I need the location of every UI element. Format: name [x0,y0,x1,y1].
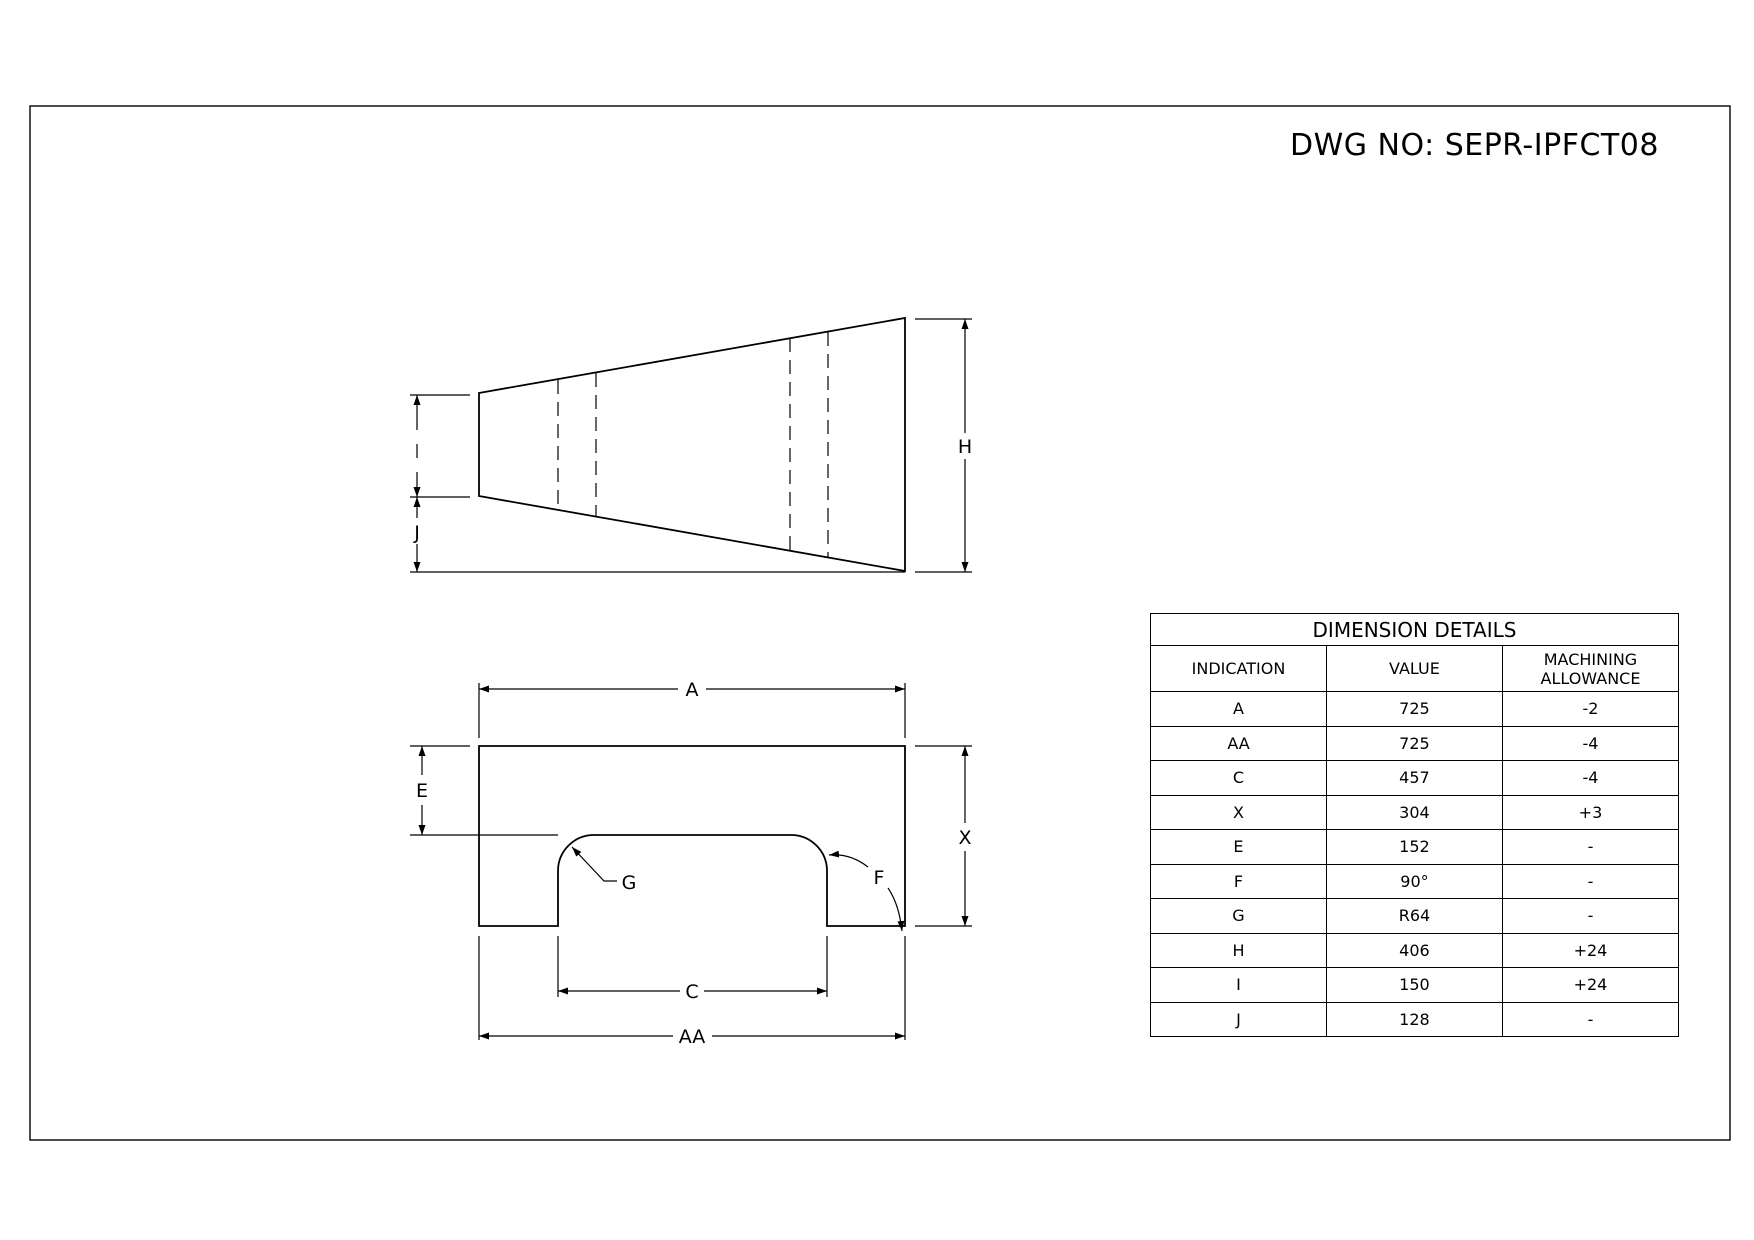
dimension-table: DIMENSION DETAILS INDICATION VALUE MACHI… [1150,613,1680,1037]
cell-indication: G [1150,898,1327,934]
header-allowance-line1: MACHINING [1543,649,1638,669]
cell-allowance: +3 [1501,794,1680,830]
table-row: G R64- [1150,898,1680,934]
label-j: J [413,522,420,544]
table-caption: DIMENSION DETAILS [1150,613,1679,646]
table-row: X 304 +3 [1150,794,1680,830]
label-c: C [685,981,698,1003]
cell-value: 725 [1325,725,1503,761]
front-view [410,683,972,1040]
cell-value: 304 [1325,794,1503,830]
header-indication: INDICATION [1150,645,1327,692]
cell-allowance: - [1501,898,1680,934]
cell-indication: C [1150,760,1327,796]
tapered-body-outline [478,316,906,573]
label-e: E [416,780,428,802]
leader-g [571,846,617,882]
cell-indication: E [1150,829,1327,865]
header-machining-allowance: MACHINING ALLOWANCE [1501,645,1680,692]
table-row: C 457 -4 [1150,760,1680,796]
saddle-outline [478,745,906,927]
table-row: J 128- [1150,1001,1680,1037]
cell-indication: X [1150,794,1327,830]
cell-value: R64 [1325,898,1503,934]
cell-value: 152 [1325,829,1503,865]
cell-allowance: +24 [1501,932,1680,968]
cell-indication: I [1150,967,1327,1003]
cell-value: 406 [1325,932,1503,968]
sheet-border [29,105,1731,1141]
label-aa: AA [679,1026,706,1048]
table-header-row: INDICATION VALUE MACHINING ALLOWANCE [1150,645,1680,692]
label-g: G [622,872,637,894]
cell-allowance: -4 [1501,725,1680,761]
cell-allowance: - [1501,829,1680,865]
table-row: A 725 -2 [1150,691,1680,727]
cell-value: 457 [1325,760,1503,796]
label-a: A [686,679,699,701]
cell-allowance: +24 [1501,967,1680,1003]
angle-arc-f-upper [828,850,869,868]
cell-value: 725 [1325,691,1503,727]
cell-indication: J [1150,1001,1327,1037]
cell-value: 90° [1325,863,1503,899]
cell-allowance: - [1501,863,1680,899]
header-value: VALUE [1325,645,1503,692]
drawing-number: DWG NO: SEPR-IPFCT08 [1290,128,1659,163]
cell-allowance: -2 [1501,691,1680,727]
cell-indication: AA [1150,725,1327,761]
cell-value: 150 [1325,967,1503,1003]
top-view [410,316,972,573]
angle-arc-f-lower [887,887,905,932]
table-caption-row: DIMENSION DETAILS [1150,613,1679,646]
cell-allowance: -4 [1501,760,1680,796]
cell-indication: H [1150,932,1327,968]
table-row: E 152- [1150,829,1680,865]
table-row: I 150 +24 [1150,967,1680,1003]
hidden-lines [557,332,829,558]
table-row: F 90° - [1150,863,1680,899]
cell-value: 128 [1325,1001,1503,1037]
header-allowance-line2: ALLOWANCE [1540,668,1641,688]
cell-indication: F [1150,863,1327,899]
cell-indication: A [1150,691,1327,727]
table-row: H 406 +24 [1150,932,1680,968]
cell-allowance: - [1501,1001,1680,1037]
label-f: F [874,867,885,889]
label-x: X [958,827,971,849]
label-h: H [958,436,972,458]
table-row: AA 725 -4 [1150,725,1680,761]
